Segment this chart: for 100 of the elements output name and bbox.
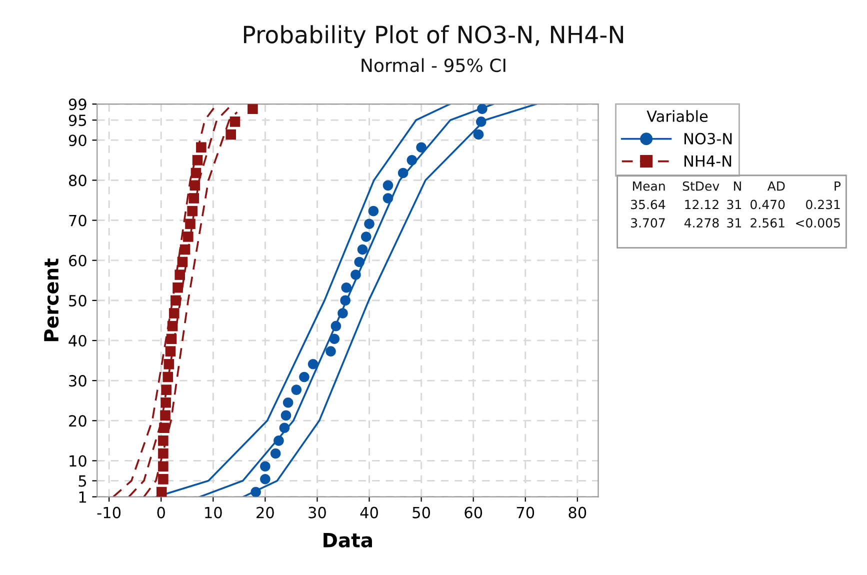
point	[326, 346, 336, 356]
point	[187, 206, 198, 216]
point	[398, 168, 408, 178]
y-tick-label: 70	[69, 214, 86, 226]
x-tick-label: 10	[205, 506, 222, 518]
point	[354, 256, 365, 268]
point	[357, 244, 368, 255]
text: <0.005	[796, 218, 840, 228]
point	[172, 282, 183, 293]
chart-title: Probability Plot of NO3-N, NH4-N	[244, 25, 624, 48]
point	[156, 486, 167, 497]
point	[174, 270, 185, 280]
y-axis-title: Percent	[44, 258, 59, 342]
point	[250, 486, 261, 497]
point	[190, 180, 200, 191]
text: 4.278	[684, 218, 719, 228]
point	[226, 129, 236, 140]
line-series	[198, 104, 494, 497]
point	[190, 168, 202, 178]
text: 0.470	[750, 200, 785, 210]
point	[476, 116, 486, 127]
text: 3.707	[631, 218, 665, 228]
point	[180, 244, 190, 255]
point	[360, 232, 372, 242]
point	[183, 232, 194, 242]
point	[158, 436, 168, 446]
point	[282, 397, 294, 408]
y-tick-label: 50	[69, 294, 86, 306]
x-axis-title: Data	[324, 533, 372, 548]
x-tick-label: 30	[308, 506, 326, 518]
x-tick-label: 0	[157, 506, 165, 518]
point	[260, 461, 270, 472]
y-tick-label: 90	[68, 134, 86, 146]
chart-subtitle: Normal - 95% CI	[362, 58, 506, 72]
point	[162, 372, 174, 382]
point	[160, 397, 171, 408]
point	[260, 474, 270, 484]
point	[158, 448, 168, 459]
text: 12.12	[685, 200, 718, 210]
point	[161, 384, 172, 395]
legend-label: NO3-N	[684, 132, 732, 144]
point	[299, 372, 310, 382]
point	[341, 282, 352, 293]
point	[308, 359, 318, 370]
text: AD	[767, 182, 785, 191]
point	[382, 193, 394, 204]
y-tick-label: 80	[68, 174, 86, 186]
legend-label: NH4-N	[684, 156, 732, 167]
y-tick-label: 95	[68, 114, 86, 126]
point	[192, 155, 203, 166]
x-tick-label: 50	[412, 506, 430, 518]
text: 2.561	[750, 218, 784, 228]
text: N	[734, 182, 741, 191]
point	[329, 334, 340, 344]
point	[160, 410, 170, 421]
point	[185, 218, 196, 230]
y-tick-label: 5	[78, 475, 86, 487]
point	[166, 334, 177, 344]
point	[274, 436, 284, 446]
y-tick-label: 40	[68, 334, 86, 347]
y-tick-label: 20	[69, 415, 86, 427]
point	[368, 206, 379, 216]
point	[188, 193, 200, 204]
point	[165, 346, 176, 356]
x-tick-label: 40	[360, 506, 378, 518]
point	[330, 320, 342, 332]
point	[196, 142, 206, 153]
x-tick-label: 80	[568, 506, 586, 518]
point	[340, 295, 350, 306]
point	[382, 180, 394, 191]
y-tick-label: 30	[69, 375, 86, 387]
point	[168, 308, 180, 318]
point	[416, 142, 426, 153]
point	[338, 308, 348, 318]
y-tick-label: 99	[68, 98, 86, 110]
x-tick-label: 70	[516, 506, 534, 518]
text: P	[834, 182, 841, 191]
text: 31	[727, 200, 741, 210]
x-tick-label: 60	[464, 506, 482, 518]
point	[350, 270, 361, 280]
x-tick-label: -10	[97, 506, 121, 518]
point	[280, 410, 292, 421]
point	[167, 320, 178, 332]
y-tick-label: 10	[70, 455, 86, 467]
point	[158, 474, 168, 484]
point	[159, 422, 170, 434]
point	[158, 461, 168, 472]
point	[406, 155, 418, 166]
text: Mean	[633, 182, 665, 191]
y-tick-label: 60	[69, 254, 86, 266]
y-tick-label: 1	[79, 491, 86, 503]
point	[473, 129, 484, 140]
line-series	[242, 104, 538, 497]
text: StDev	[682, 181, 720, 191]
point	[248, 104, 258, 114]
text: 31	[727, 218, 741, 228]
text: 35.64	[631, 200, 666, 210]
point	[230, 116, 240, 127]
point	[177, 256, 188, 268]
point	[291, 384, 302, 395]
